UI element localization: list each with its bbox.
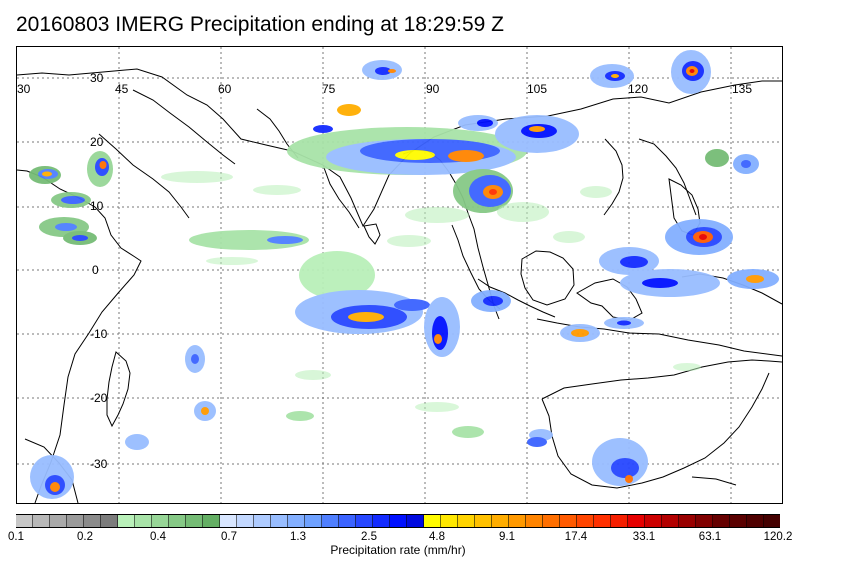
precipitation-map: 30 45 60 75 90 105 120 135 30 20 10 0 -1… <box>16 46 783 504</box>
colorbar-cell-10 <box>186 515 203 527</box>
colorbar-cell-4 <box>84 515 101 527</box>
colorbar-cell-20 <box>356 515 373 527</box>
colorbar-cell-44 <box>764 515 780 527</box>
colorbar-tick-0-7: 0.7 <box>221 531 237 543</box>
colorbar-tick-17-4: 17.4 <box>564 531 588 543</box>
colorbar-cell-34 <box>594 515 611 527</box>
colorbar-tick-2-5: 2.5 <box>361 531 377 543</box>
colorbar-cell-13 <box>237 515 254 527</box>
colorbar-cell-15 <box>271 515 288 527</box>
colorbar-tick-1-3: 1.3 <box>290 531 306 543</box>
colorbar-cell-40 <box>696 515 713 527</box>
colorbar-cell-3 <box>67 515 84 527</box>
colorbar-cell-38 <box>662 515 679 527</box>
colorbar-cell-14 <box>254 515 271 527</box>
colorbar-cell-31 <box>543 515 560 527</box>
colorbar-cell-9 <box>169 515 186 527</box>
colorbar-tick-0-1: 0.1 <box>8 531 24 543</box>
longitude-label-30: 30 <box>17 82 31 96</box>
colorbar-cell-26 <box>458 515 475 527</box>
colorbar-cell-12 <box>220 515 237 527</box>
longitude-label-105: 105 <box>527 82 547 96</box>
colorbar-tick-4-8: 4.8 <box>429 531 445 543</box>
colorbar-cell-30 <box>526 515 543 527</box>
colorbar-cell-23 <box>407 515 424 527</box>
colorbar-cell-1 <box>33 515 50 527</box>
longitude-label-90: 90 <box>426 82 440 96</box>
latitude-label-20s: -20 <box>90 391 108 405</box>
colorbar-cell-8 <box>152 515 169 527</box>
precipitation-field <box>29 50 779 499</box>
grid-labels: 30 45 60 75 90 105 120 135 30 20 10 0 -1… <box>17 71 752 471</box>
colorbar-cell-7 <box>135 515 152 527</box>
colorbar-cell-35 <box>611 515 628 527</box>
latitude-label-20n: 20 <box>90 135 104 149</box>
latitude-label-10n: 10 <box>90 199 104 213</box>
latitude-label-30s: -30 <box>90 457 108 471</box>
colorbar-cell-39 <box>679 515 696 527</box>
colorbar-cell-6 <box>118 515 135 527</box>
colorbar-cell-24 <box>424 515 441 527</box>
colorbar-cell-16 <box>288 515 305 527</box>
colorbar-tick-33-1: 33.1 <box>632 531 656 543</box>
colorbar-cell-11 <box>203 515 220 527</box>
colorbar-cell-27 <box>475 515 492 527</box>
colorbar-tick-9-1: 9.1 <box>499 531 515 543</box>
colorbar-tick-0-2: 0.2 <box>77 531 93 543</box>
colorbar-cell-0 <box>16 515 33 527</box>
longitude-label-135: 135 <box>732 82 752 96</box>
longitude-label-60: 60 <box>218 82 232 96</box>
colorbar-title: Precipitation rate (mm/hr) <box>330 543 466 557</box>
colorbar-cell-36 <box>628 515 645 527</box>
colorbar-cell-33 <box>577 515 594 527</box>
colorbar-cell-28 <box>492 515 509 527</box>
colorbar-cell-41 <box>713 515 730 527</box>
colorbar-cell-5 <box>101 515 118 527</box>
map-canvas: 30 45 60 75 90 105 120 135 30 20 10 0 -1… <box>17 47 782 503</box>
colorbar-cell-37 <box>645 515 662 527</box>
colorbar-cell-17 <box>305 515 322 527</box>
colorbar-tick-63-1: 63.1 <box>698 531 722 543</box>
colorbar-cell-18 <box>322 515 339 527</box>
colorbar-cell-22 <box>390 515 407 527</box>
map-title: 20160803 IMERG Precipitation ending at 1… <box>16 13 504 36</box>
longitude-label-120: 120 <box>628 82 648 96</box>
colorbar-tick-120-2: 120.2 <box>763 531 793 543</box>
colorbar-cell-25 <box>441 515 458 527</box>
longitude-label-75: 75 <box>322 82 336 96</box>
colorbar-cell-21 <box>373 515 390 527</box>
precipitation-colorbar <box>16 514 780 528</box>
colorbar-cell-29 <box>509 515 526 527</box>
latitude-label-0: 0 <box>92 263 99 277</box>
colorbar-cell-42 <box>730 515 747 527</box>
latitude-label-10s: -10 <box>90 327 108 341</box>
colorbar-cell-32 <box>560 515 577 527</box>
colorbar-cell-19 <box>339 515 356 527</box>
colorbar-tick-0-4: 0.4 <box>150 531 166 543</box>
colorbar-tick-labels: 0.1 0.2 0.4 0.7 1.3 2.5 4.8 9.1 17.4 33.… <box>0 530 865 544</box>
longitude-label-45: 45 <box>115 82 129 96</box>
lat-lon-grid <box>17 47 782 503</box>
latitude-label-30n: 30 <box>90 71 104 85</box>
colorbar-cell-43 <box>747 515 764 527</box>
colorbar-cell-2 <box>50 515 67 527</box>
